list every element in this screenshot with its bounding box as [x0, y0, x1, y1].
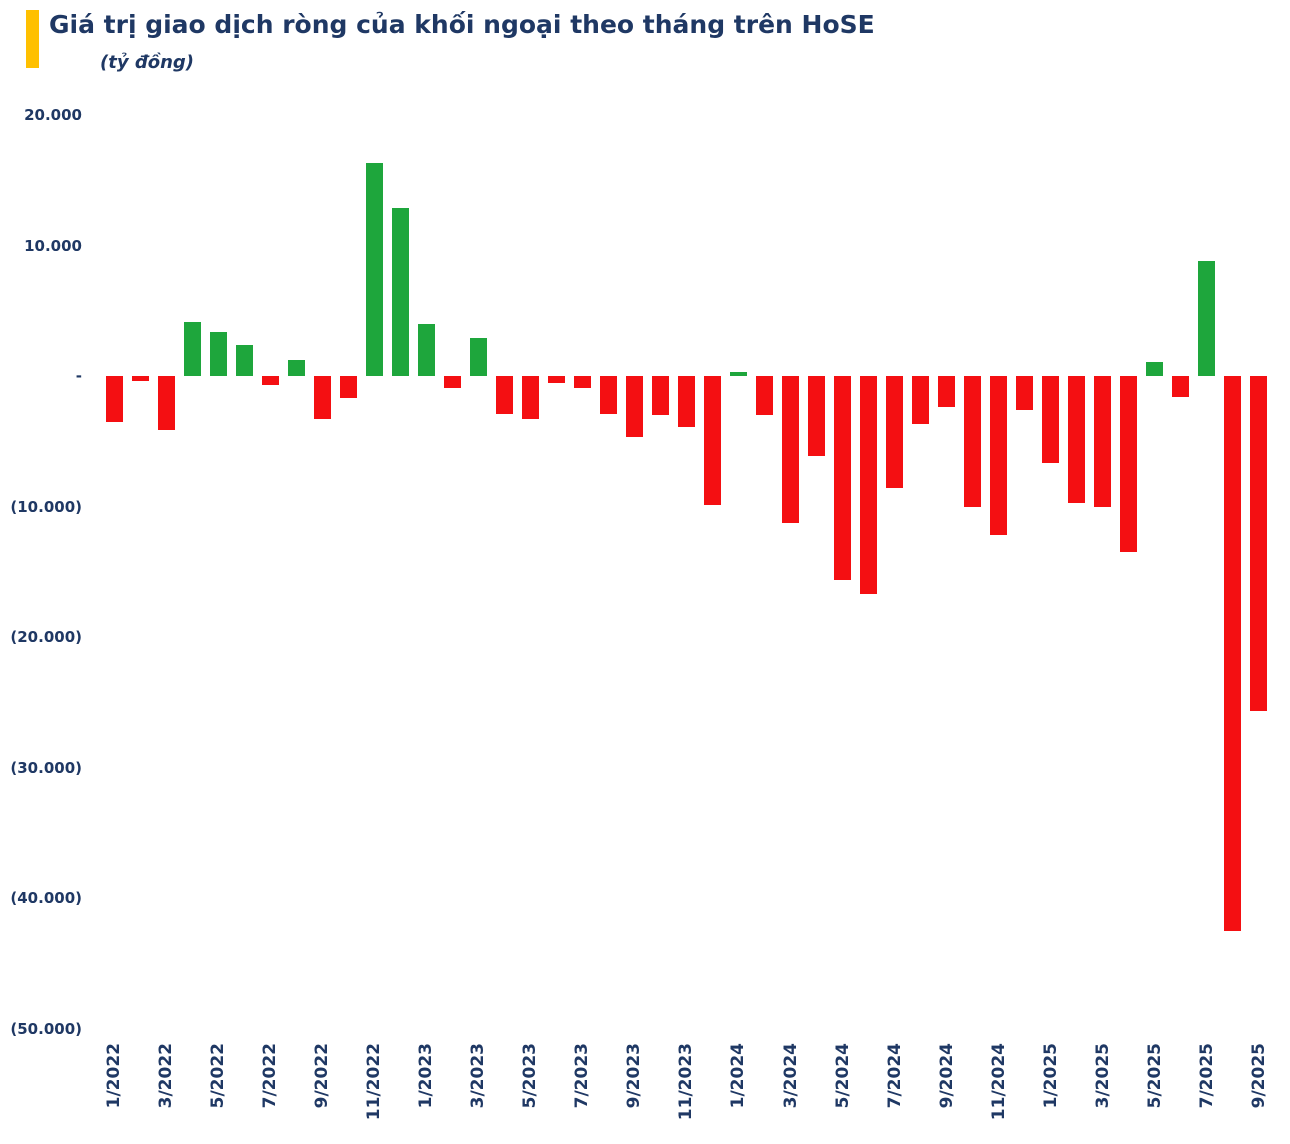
- y-axis-label: (50.000): [10, 1019, 82, 1038]
- y-axis-label: (40.000): [10, 889, 82, 907]
- y-axis-label: (20.000): [10, 628, 82, 646]
- x-axis-label: 9/2025: [1248, 1043, 1269, 1109]
- bar: [287, 360, 305, 376]
- y-axis-label: (10.000): [10, 497, 82, 516]
- bar: [599, 376, 617, 414]
- bar: [756, 376, 773, 416]
- bar: [808, 376, 826, 456]
- bar: [1042, 376, 1060, 464]
- x-axis-label: 7/2025: [1196, 1043, 1217, 1109]
- bar: [1016, 376, 1034, 410]
- x-axis-label: 3/2023: [468, 1043, 489, 1109]
- x-axis-label: 9/2023: [624, 1043, 645, 1109]
- bar: [860, 376, 878, 594]
- bar: [1068, 376, 1086, 503]
- bar: [313, 376, 331, 420]
- bar: [391, 207, 409, 376]
- bar: [521, 376, 539, 420]
- bar: [365, 163, 383, 376]
- bar: [1120, 376, 1138, 553]
- bar: [547, 376, 565, 383]
- bar: [443, 376, 461, 388]
- x-axis-label: 11/2022: [364, 1043, 385, 1121]
- x-axis-label: 11/2023: [676, 1043, 697, 1121]
- bar: [209, 331, 227, 376]
- x-axis-label: 3/2025: [1092, 1043, 1113, 1109]
- bar: [886, 376, 904, 489]
- x-axis-label: 1/2025: [1040, 1043, 1061, 1109]
- x-axis-label: 9/2024: [936, 1043, 957, 1109]
- chart-title: Giá trị giao dịch ròng của khối ngoại th…: [49, 10, 875, 39]
- bar: [495, 376, 513, 414]
- x-axis-label: 5/2024: [832, 1043, 853, 1109]
- bar: [1250, 376, 1268, 712]
- y-axis-label: -: [75, 367, 82, 385]
- bar: [469, 338, 487, 376]
- y-axis-label: (30.000): [10, 758, 82, 777]
- bar: [235, 344, 253, 376]
- x-axis-label: 1/2024: [728, 1043, 749, 1109]
- x-axis-label: 5/2022: [208, 1043, 229, 1109]
- bar: [1198, 261, 1216, 376]
- bar: [339, 376, 357, 399]
- bar: [651, 376, 669, 416]
- bar: [417, 323, 435, 376]
- x-axis-label: 5/2023: [520, 1043, 541, 1109]
- x-axis-label: 7/2024: [884, 1043, 905, 1109]
- bar: [834, 376, 852, 580]
- x-axis-label: 9/2022: [312, 1043, 333, 1109]
- bar: [573, 376, 591, 388]
- bar: [131, 376, 149, 382]
- bar: [1146, 361, 1164, 376]
- title-accent-bar: [26, 10, 39, 68]
- bar: [105, 376, 123, 422]
- bar: [625, 376, 643, 438]
- x-axis-label: 3/2022: [156, 1043, 177, 1109]
- bar: [1224, 376, 1242, 931]
- bar: [938, 376, 956, 408]
- chart-unit-subtitle: (tỷ đồng): [100, 52, 195, 73]
- bar: [782, 376, 800, 524]
- bar: [703, 376, 721, 506]
- x-axis-label: 1/2023: [416, 1043, 437, 1109]
- y-axis-label: 20.000: [24, 106, 82, 124]
- bar: [990, 376, 1008, 536]
- bar: [261, 376, 279, 386]
- x-axis-label: 11/2024: [988, 1043, 1009, 1121]
- x-axis-label: 7/2022: [260, 1043, 281, 1109]
- bar: [677, 376, 695, 427]
- bar: [964, 376, 982, 507]
- bar: [183, 322, 201, 376]
- bar: [912, 376, 930, 425]
- x-axis-label: 3/2024: [780, 1043, 801, 1109]
- bar: [1094, 376, 1112, 507]
- bar: [157, 376, 175, 430]
- bar: [1172, 376, 1190, 397]
- x-axis-label: 1/2022: [104, 1043, 124, 1109]
- y-axis-label: 10.000: [24, 236, 82, 255]
- x-axis-label: 7/2023: [572, 1043, 593, 1109]
- bar: [729, 372, 747, 376]
- x-axis-label: 5/2025: [1144, 1043, 1165, 1109]
